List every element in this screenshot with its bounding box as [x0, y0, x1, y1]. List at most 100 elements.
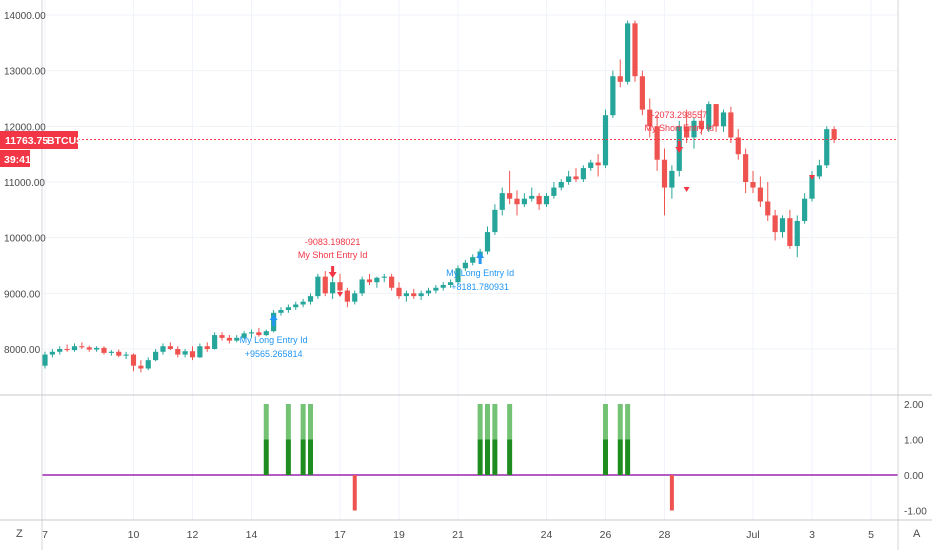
candle-body	[551, 187, 557, 196]
signal-label: My Long Entry Id	[240, 335, 308, 345]
candle-body	[108, 351, 114, 353]
candle-body	[765, 201, 771, 216]
hist-bar-lower	[617, 439, 623, 475]
candles-layer	[42, 20, 837, 373]
candle-body	[411, 293, 417, 297]
hist-bar-lower	[625, 439, 631, 475]
candle-body	[779, 218, 786, 233]
long-arrow-icon	[476, 252, 485, 264]
candle-body	[71, 346, 78, 351]
candle-body	[669, 170, 675, 188]
candle-body	[750, 182, 756, 188]
candle-body	[366, 279, 373, 283]
time-tick-label: 14	[246, 529, 258, 541]
candle-body	[580, 168, 586, 180]
candle-body	[743, 154, 749, 182]
time-tick-label: 21	[452, 529, 464, 541]
hist-bar-lower	[285, 439, 291, 475]
candle-body	[359, 279, 365, 294]
candle-body	[86, 347, 92, 350]
hist-bar-upper	[485, 404, 490, 440]
candle-body	[226, 337, 232, 341]
candle-body	[521, 198, 527, 205]
candle-body	[234, 337, 240, 341]
candle-body	[374, 277, 380, 283]
candle-body	[153, 351, 159, 361]
hist-bar-upper	[603, 404, 608, 440]
signal-label: My Short Entry Id	[298, 250, 368, 260]
candle-body	[300, 301, 306, 305]
candle-body	[588, 162, 594, 169]
time-tick-label: 10	[128, 529, 140, 541]
candle-body	[772, 215, 778, 233]
time-tick-label: 12	[187, 529, 199, 541]
candle-body	[816, 165, 822, 177]
signal-value: -2073.298557	[651, 110, 707, 120]
long-arrow-icon	[269, 314, 278, 326]
time-tick-label: 17	[334, 529, 346, 541]
candle-body	[706, 104, 712, 130]
z-button[interactable]: Z	[16, 528, 23, 540]
candle-body	[116, 351, 122, 356]
candle-body	[285, 307, 291, 311]
candle-body	[330, 282, 336, 294]
a-button[interactable]: A	[913, 528, 921, 540]
candle-body	[94, 347, 100, 350]
candle-body	[728, 112, 734, 138]
time-axis[interactable]: 7 10 12 14 17 19 21 24 26 28 Jul 3 5	[42, 529, 874, 541]
candle-body	[625, 23, 631, 82]
candle-body	[293, 304, 299, 308]
candle-body	[647, 109, 653, 127]
hist-bar-negative	[352, 475, 357, 511]
candle-body	[433, 287, 439, 291]
candle-body	[691, 120, 697, 138]
candle-body	[418, 293, 424, 297]
hist-bar-lower	[263, 439, 269, 475]
candle-body	[602, 115, 609, 166]
candle-body	[167, 346, 173, 349]
candle-body	[470, 257, 476, 263]
hist-bar-upper	[507, 404, 513, 440]
hist-bar-lower	[477, 439, 483, 475]
price-tick-label: 11000.00	[4, 178, 45, 189]
hist-bar-lower	[308, 439, 313, 475]
candle-body	[123, 354, 129, 356]
symbol-label: BTCUSD	[47, 135, 91, 147]
candle-body	[79, 346, 85, 348]
last-price-badge	[0, 131, 78, 149]
candle-body	[248, 332, 255, 334]
exit-marker-icon	[683, 187, 690, 192]
candle-body	[204, 346, 210, 349]
candle-body	[42, 354, 48, 366]
short-arrow-icon	[328, 266, 337, 278]
signal-label: My Long Entry Id	[446, 268, 514, 278]
candle-body	[713, 104, 719, 127]
candle-body	[344, 290, 350, 302]
candle-body	[543, 195, 550, 205]
candle-body	[757, 187, 763, 202]
indicator-axis[interactable]: 2.00 1.00 0.00 -1.00	[904, 400, 927, 518]
candle-body	[448, 282, 454, 285]
short-arrow-icon	[675, 141, 684, 153]
candle-body	[440, 284, 446, 288]
hist-bar-upper	[477, 404, 483, 440]
candle-body	[64, 349, 70, 351]
indicator-tick-label: -1.00	[904, 507, 927, 518]
hist-bar-lower	[492, 439, 498, 475]
candle-body	[138, 365, 144, 369]
price-tick-label: 12000.00	[4, 122, 46, 133]
candle-body	[654, 126, 660, 160]
candle-body	[529, 195, 535, 199]
candle-body	[824, 129, 830, 166]
candle-body	[794, 220, 800, 247]
candle-body	[566, 176, 572, 182]
price-axis[interactable]: 14000.00 13000.00 12000.00 11000.00 10000.00…	[4, 11, 46, 356]
hist-bar-lower	[603, 439, 608, 475]
time-tick-label: 24	[541, 529, 553, 541]
candle-body	[49, 351, 55, 355]
signal-value: -9083.198021	[305, 237, 361, 247]
candle-body	[802, 198, 808, 221]
